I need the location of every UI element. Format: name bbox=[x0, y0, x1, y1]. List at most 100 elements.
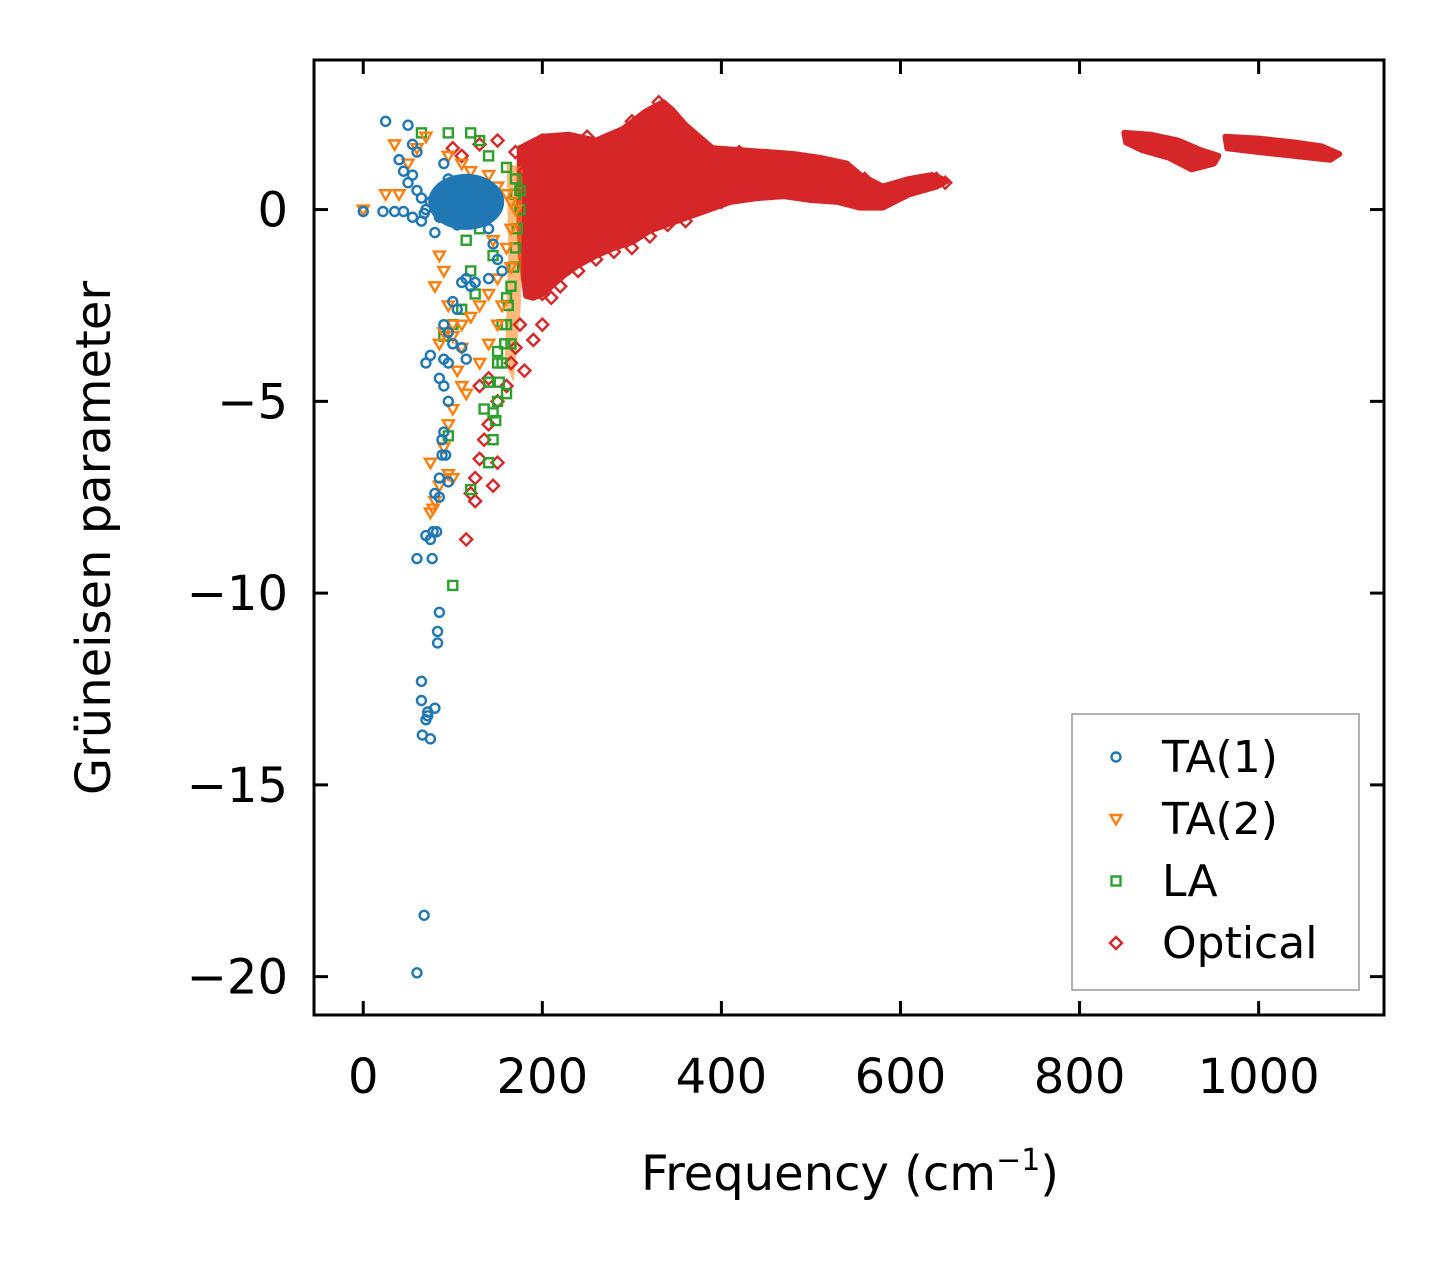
point-ta2 bbox=[378, 189, 394, 203]
point-optical bbox=[785, 167, 801, 183]
point-optical bbox=[713, 194, 730, 210]
point-optical bbox=[480, 370, 497, 387]
point-la bbox=[491, 395, 504, 408]
point-ta2 bbox=[440, 419, 456, 433]
x-tick-label: 1000 bbox=[1198, 1049, 1320, 1105]
point-optical bbox=[659, 217, 676, 233]
point-ta2 bbox=[391, 189, 407, 203]
point-ta2 bbox=[503, 223, 519, 237]
x-tick-label: 400 bbox=[676, 1049, 768, 1105]
point-ta2 bbox=[472, 300, 488, 314]
point-la bbox=[482, 376, 495, 388]
legend-label: Optical bbox=[1162, 918, 1317, 969]
point-ta2 bbox=[481, 169, 497, 183]
point-ta2 bbox=[489, 319, 506, 333]
point-optical bbox=[803, 175, 819, 191]
point-ta2 bbox=[440, 150, 456, 164]
point-ta2 bbox=[445, 403, 461, 417]
optical-band bbox=[516, 99, 951, 301]
y-tick-label: −15 bbox=[187, 758, 288, 814]
point-ta2 bbox=[387, 139, 403, 153]
point-ta1 bbox=[397, 205, 410, 218]
point-ta1 bbox=[496, 265, 508, 277]
point-optical bbox=[606, 244, 622, 260]
point-ta1 bbox=[436, 433, 448, 446]
point-ta1 bbox=[393, 154, 405, 166]
point-ta2 bbox=[494, 300, 510, 314]
point-la bbox=[460, 234, 472, 246]
point-optical bbox=[552, 278, 568, 294]
point-optical bbox=[695, 140, 712, 156]
point-ta1 bbox=[431, 625, 444, 638]
point-ta2 bbox=[481, 338, 497, 352]
point-la bbox=[505, 280, 517, 292]
point-ta2 bbox=[498, 189, 515, 203]
point-ta1 bbox=[424, 533, 437, 546]
point-optical bbox=[937, 175, 953, 191]
point-ta1 bbox=[431, 637, 444, 649]
point-la bbox=[500, 161, 513, 174]
point-ta2 bbox=[422, 457, 438, 471]
scatter-points-layer bbox=[355, 94, 953, 979]
point-optical bbox=[749, 171, 765, 187]
plot-frame bbox=[312, 58, 1386, 1017]
optical-band-layer bbox=[516, 99, 1343, 301]
point-optical bbox=[485, 478, 501, 494]
point-ta2 bbox=[481, 288, 497, 302]
point-la bbox=[464, 483, 477, 496]
point-optical bbox=[874, 190, 891, 206]
point-optical bbox=[471, 451, 488, 467]
point-ta1 bbox=[442, 326, 455, 339]
point-la bbox=[493, 376, 506, 388]
point-ta1 bbox=[388, 205, 401, 218]
point-la bbox=[482, 150, 495, 162]
axis-tick-labels: 0 200 400 600 800 1000 0 −5 −10 −15 −20 bbox=[187, 183, 1320, 1105]
point-la bbox=[499, 338, 511, 350]
point-ta1 bbox=[424, 733, 437, 745]
point-optical bbox=[454, 148, 470, 164]
point-optical bbox=[507, 339, 524, 356]
legend-marker-ta1 bbox=[1110, 751, 1122, 763]
point-optical bbox=[731, 178, 748, 195]
y-tick-label: −20 bbox=[187, 950, 288, 1006]
point-optical bbox=[856, 171, 873, 187]
x-axis-label: Frequency (cm−1) bbox=[641, 1143, 1059, 1202]
point-ta1 bbox=[406, 211, 419, 223]
x-tick-label: 0 bbox=[348, 1049, 379, 1105]
point-la bbox=[491, 345, 504, 358]
point-optical bbox=[507, 144, 524, 160]
legend-label: LA bbox=[1162, 856, 1218, 907]
point-ta1 bbox=[442, 395, 455, 408]
legend-label: TA(1) bbox=[1161, 732, 1278, 783]
point-ta1 bbox=[439, 449, 452, 461]
point-ta1 bbox=[438, 380, 450, 392]
point-optical bbox=[516, 362, 533, 379]
point-ta1 bbox=[418, 909, 430, 921]
y-tick-label: −10 bbox=[187, 566, 288, 622]
point-ta1 bbox=[491, 253, 504, 266]
point-optical bbox=[480, 416, 497, 433]
ta1-dense-cluster bbox=[428, 173, 505, 230]
point-optical bbox=[839, 186, 855, 202]
point-optical bbox=[534, 316, 551, 333]
point-optical bbox=[458, 531, 474, 548]
point-ta1 bbox=[433, 472, 446, 484]
point-la bbox=[509, 173, 522, 185]
point-optical bbox=[668, 113, 685, 130]
point-la bbox=[464, 127, 477, 139]
point-optical bbox=[534, 132, 551, 149]
point-ta1 bbox=[415, 694, 428, 707]
point-la bbox=[473, 134, 486, 147]
point-ta1 bbox=[426, 552, 438, 565]
point-ta2 bbox=[472, 357, 488, 371]
point-ta1 bbox=[411, 552, 423, 565]
point-optical bbox=[489, 132, 506, 149]
point-ta1 bbox=[402, 177, 414, 189]
point-ta2 bbox=[454, 158, 470, 172]
point-optical bbox=[588, 251, 604, 268]
x-tick-label: 200 bbox=[497, 1049, 589, 1105]
point-ta2 bbox=[498, 242, 515, 256]
point-ta1 bbox=[377, 205, 389, 218]
point-ta1 bbox=[397, 165, 410, 177]
